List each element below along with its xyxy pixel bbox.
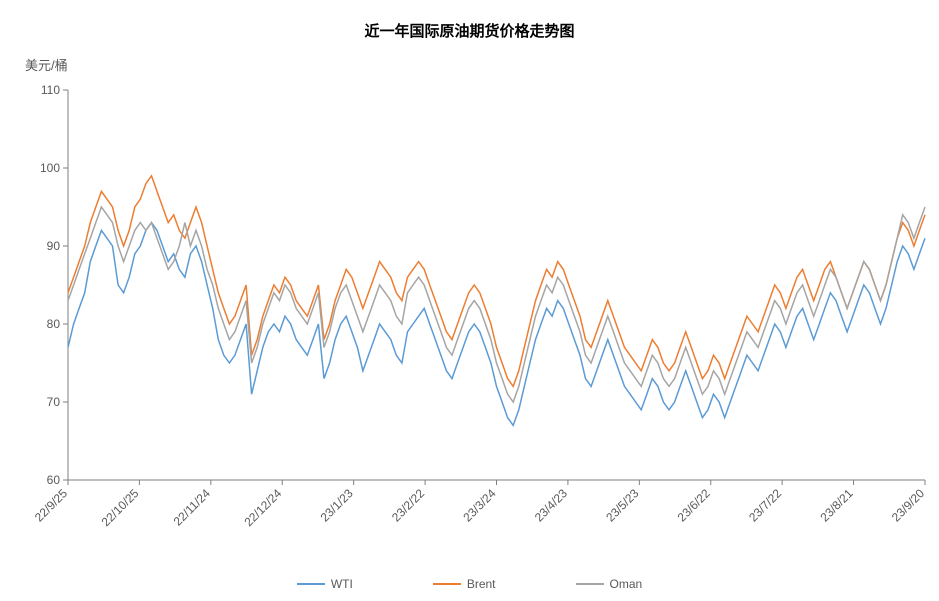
y-tick-label: 110: [41, 83, 60, 97]
legend-swatch: [433, 583, 461, 585]
y-tick-label: 100: [40, 161, 60, 175]
legend-swatch: [297, 583, 325, 585]
legend-label: WTI: [331, 577, 353, 591]
x-tick-label: 23/7/22: [746, 486, 784, 524]
y-tick-label: 60: [47, 473, 61, 487]
series-line-oman: [68, 207, 925, 402]
legend-label: Brent: [467, 577, 496, 591]
legend-item-wti: WTI: [297, 577, 353, 591]
x-tick-label: 23/6/22: [675, 486, 713, 524]
y-tick-label: 80: [47, 317, 61, 331]
chart-legend: WTI Brent Oman: [0, 577, 939, 591]
x-tick-label: 23/9/20: [889, 486, 927, 524]
legend-item-oman: Oman: [576, 577, 643, 591]
x-tick-label: 23/8/21: [817, 486, 855, 524]
x-tick-label: 22/9/25: [32, 486, 70, 524]
legend-swatch: [576, 583, 604, 585]
oil-price-chart: 近一年国际原油期货价格走势图 美元/桶 6070809010011022/9/2…: [0, 0, 939, 601]
x-tick-label: 22/12/24: [241, 486, 284, 529]
legend-label: Oman: [610, 577, 643, 591]
x-tick-label: 23/5/23: [603, 486, 641, 524]
y-tick-label: 90: [47, 239, 61, 253]
series-line-brent: [68, 176, 925, 387]
x-tick-label: 22/10/25: [99, 486, 142, 529]
x-tick-label: 23/2/22: [389, 486, 427, 524]
x-tick-label: 22/11/24: [171, 486, 214, 529]
y-tick-label: 70: [47, 395, 61, 409]
x-tick-label: 23/1/23: [318, 486, 356, 524]
x-tick-label: 23/3/24: [460, 486, 498, 524]
x-tick-label: 23/4/23: [532, 486, 570, 524]
chart-plot-area: 60 70 80 90 100 110 22/9/25 22/10/25 22/11/24 22/…: [0, 0, 939, 601]
series-line-wti: [68, 223, 925, 426]
legend-item-brent: Brent: [433, 577, 496, 591]
